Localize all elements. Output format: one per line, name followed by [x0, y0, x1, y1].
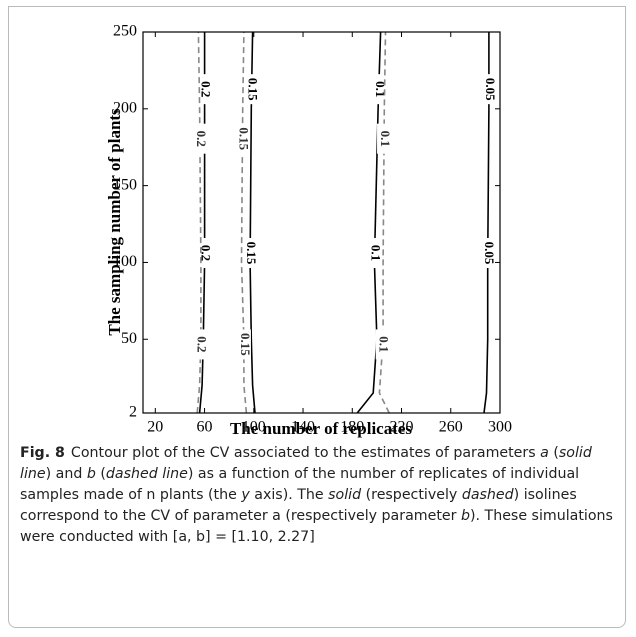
caption-text: ) and	[45, 466, 87, 482]
caption-text: (	[95, 466, 106, 482]
plot-frame	[142, 31, 501, 414]
isoline-label-bg	[243, 237, 258, 268]
x-tick-label: 140	[291, 419, 315, 436]
x-tick-label: 260	[439, 419, 463, 436]
isoline-label: 0.2	[194, 131, 209, 147]
y-tick-label: 100	[113, 253, 137, 270]
caption-text: Contour plot of the CV associated to the…	[70, 445, 541, 461]
isoline-label: 0.2	[199, 81, 214, 97]
chart: The number of replicates The sampling nu…	[105, 23, 512, 438]
caption-text: (	[548, 445, 559, 461]
caption-text: (respectively	[361, 487, 462, 503]
caption-text: a	[540, 445, 549, 461]
caption-text: dashed	[461, 487, 514, 503]
isoline-label: 0.1	[369, 245, 384, 261]
y-tick-label: 2	[129, 404, 137, 421]
isoline-label-bg	[375, 329, 390, 360]
caption-text: b	[86, 466, 96, 482]
isoline-label: 0.15	[237, 127, 252, 150]
y-tick-label: 250	[113, 23, 137, 40]
caption-text: b	[460, 508, 470, 524]
caption-text: ) as a function of the number of replica…	[20, 466, 580, 503]
x-tick-label: 220	[390, 419, 414, 436]
figure-frame	[8, 6, 626, 628]
isoline-label-bg	[192, 123, 207, 154]
isoline-label: 0.1	[377, 336, 392, 352]
caption-text: solid	[328, 487, 362, 503]
isoline-label: 0.1	[373, 81, 388, 97]
x-axis-title: The number of replicates	[230, 419, 412, 438]
isoline-label: 0.2	[199, 245, 214, 261]
isoline-label-bg	[480, 237, 495, 268]
isoline	[378, 31, 390, 414]
isoline	[196, 31, 202, 414]
x-tick-label: 300	[488, 419, 512, 436]
isoline-label-bg	[235, 123, 250, 154]
isoline-label: 0.05	[483, 78, 498, 101]
isoline-label-bg	[236, 329, 251, 360]
isoline-label: 0.15	[246, 78, 261, 101]
isoline-label: 0.15	[238, 333, 253, 356]
isoline-label-bg	[197, 74, 212, 105]
isoline-label: 0.05	[482, 242, 497, 265]
isoline-label-bg	[371, 74, 386, 105]
y-tick-label: 50	[121, 330, 137, 347]
caption-text: y	[241, 487, 250, 503]
caption-text: ). These simulations were conducted with…	[20, 508, 613, 545]
x-tick-label: 60	[197, 419, 213, 436]
isoline-label-bg	[193, 329, 208, 360]
y-tick-label: 200	[113, 99, 137, 116]
isoline-label: 0.2	[195, 336, 210, 352]
x-tick-label: 20	[147, 419, 163, 436]
caption-text: axis). The	[249, 487, 329, 503]
isoline-label: 0.15	[244, 242, 259, 265]
caption: Fig. 8 Contour plot of the CV associated …	[20, 443, 618, 548]
caption-text: ) isolines correspond to the CV of param…	[20, 487, 577, 524]
isoline-label-bg	[377, 123, 392, 154]
isoline-label-bg	[367, 237, 382, 268]
isoline-label-bg	[481, 74, 496, 105]
isoline	[240, 31, 248, 414]
caption-text: dashed line	[105, 466, 188, 482]
caption-label: Fig. 8	[20, 445, 65, 461]
x-tick-label: 180	[340, 419, 364, 436]
y-tick-label: 150	[113, 176, 137, 193]
y-axis-title: The sampling number of plants	[105, 108, 124, 336]
caption-text: solid line	[20, 445, 592, 482]
isoline-label: 0.1	[378, 131, 393, 147]
isoline-label-bg	[244, 74, 259, 105]
x-tick-label: 100	[242, 419, 266, 436]
